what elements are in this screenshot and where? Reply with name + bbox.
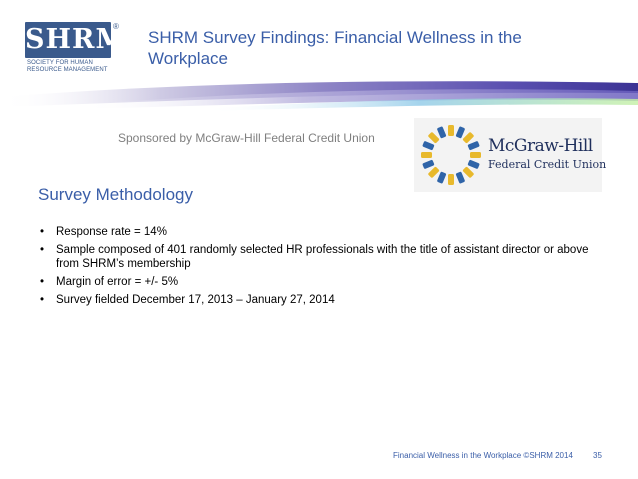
shrm-logo-subtitle-line2: Resource Management	[27, 67, 108, 73]
slide-title: SHRM Survey Findings: Financial Wellness…	[148, 27, 618, 69]
list-item: Margin of error = +/- 5%	[40, 275, 610, 289]
decorative-banner	[0, 81, 638, 111]
registered-mark: ®	[113, 22, 119, 31]
list-item: Response rate = 14%	[40, 225, 610, 239]
list-item: Sample composed of 401 randomly selected…	[40, 243, 610, 271]
shrm-logo-subtitle: Society for Human Resource Management	[27, 60, 123, 74]
section-heading: Survey Methodology	[38, 185, 193, 204]
footer-text: Financial Wellness in the Workplace ©SHR…	[393, 451, 573, 460]
sunburst-icon	[421, 125, 481, 185]
mcgraw-hill-logo-name: McGraw-Hill	[488, 136, 593, 156]
list-item: Survey fielded December 17, 2013 – Janua…	[40, 293, 610, 307]
shrm-logo-subtitle-line1: Society for Human	[27, 60, 93, 66]
sponsor-text: Sponsored by McGraw-Hill Federal Credit …	[118, 131, 375, 145]
shrm-logo-box	[25, 22, 111, 58]
shrm-logo-letters: SHRM	[25, 24, 127, 55]
slide-title-line2: Workplace	[148, 49, 228, 68]
methodology-list: Response rate = 14% Sample composed of 4…	[40, 225, 610, 311]
slide-title-line1: SHRM Survey Findings: Financial Wellness…	[148, 28, 522, 47]
mcgraw-hill-logo-subtitle: Federal Credit Union	[488, 158, 607, 171]
shrm-logo: SHRM ® Society for Human Resource Manage…	[25, 22, 127, 78]
page-number: 35	[593, 451, 602, 460]
mcgraw-hill-logo: McGraw-Hill Federal Credit Union	[414, 118, 606, 192]
